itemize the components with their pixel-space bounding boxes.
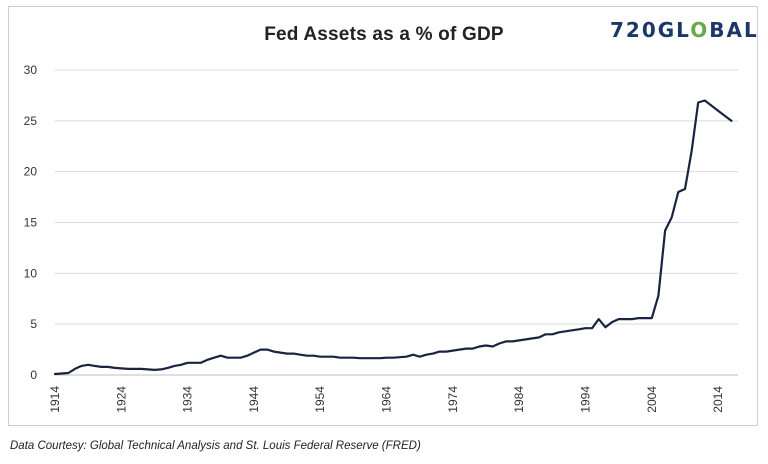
- x-tick-label: 1974: [446, 386, 460, 413]
- logo-text-suffix: BAL: [709, 18, 759, 42]
- logo-text-prefix: 720GL: [610, 18, 691, 42]
- x-tick-label: 1924: [114, 386, 128, 413]
- brand-logo: 720GLOBAL: [610, 18, 759, 42]
- chart-title: Fed Assets as a % of GDP: [264, 24, 504, 45]
- y-tick-label: 20: [24, 165, 38, 179]
- series-line: [53, 99, 733, 376]
- x-tick-label: 2004: [645, 386, 659, 413]
- chart-frame: [8, 6, 758, 426]
- x-tick-label: 1914: [48, 386, 62, 413]
- x-tick-label: 1984: [512, 386, 526, 413]
- x-tick-label: 1954: [313, 386, 327, 413]
- x-tick-label: 1934: [181, 386, 195, 413]
- series-layer: [53, 99, 733, 376]
- x-axis-ticks: 1914 1924 1934 1944 1954 1964 1974 1984 1994 2004…: [48, 386, 725, 413]
- y-axis-ticks: 0 5 10 15 20 25 30: [24, 63, 38, 382]
- gridlines: [55, 69, 738, 325]
- y-tick-label: 25: [24, 114, 38, 128]
- y-tick-label: 15: [24, 216, 38, 230]
- y-tick-label: 5: [30, 317, 37, 331]
- y-tick-label: 30: [24, 63, 38, 77]
- y-tick-label: 10: [24, 266, 38, 280]
- y-tick-label: 0: [30, 368, 37, 382]
- x-tick-label: 2014: [711, 386, 725, 413]
- x-tick-label: 1944: [247, 386, 261, 413]
- logo-globe-mark: O: [690, 18, 710, 42]
- x-tick-label: 1994: [578, 386, 592, 413]
- x-tick-label: 1964: [380, 386, 394, 413]
- source-footnote: Data Courtesy: Global Technical Analysis…: [10, 440, 421, 452]
